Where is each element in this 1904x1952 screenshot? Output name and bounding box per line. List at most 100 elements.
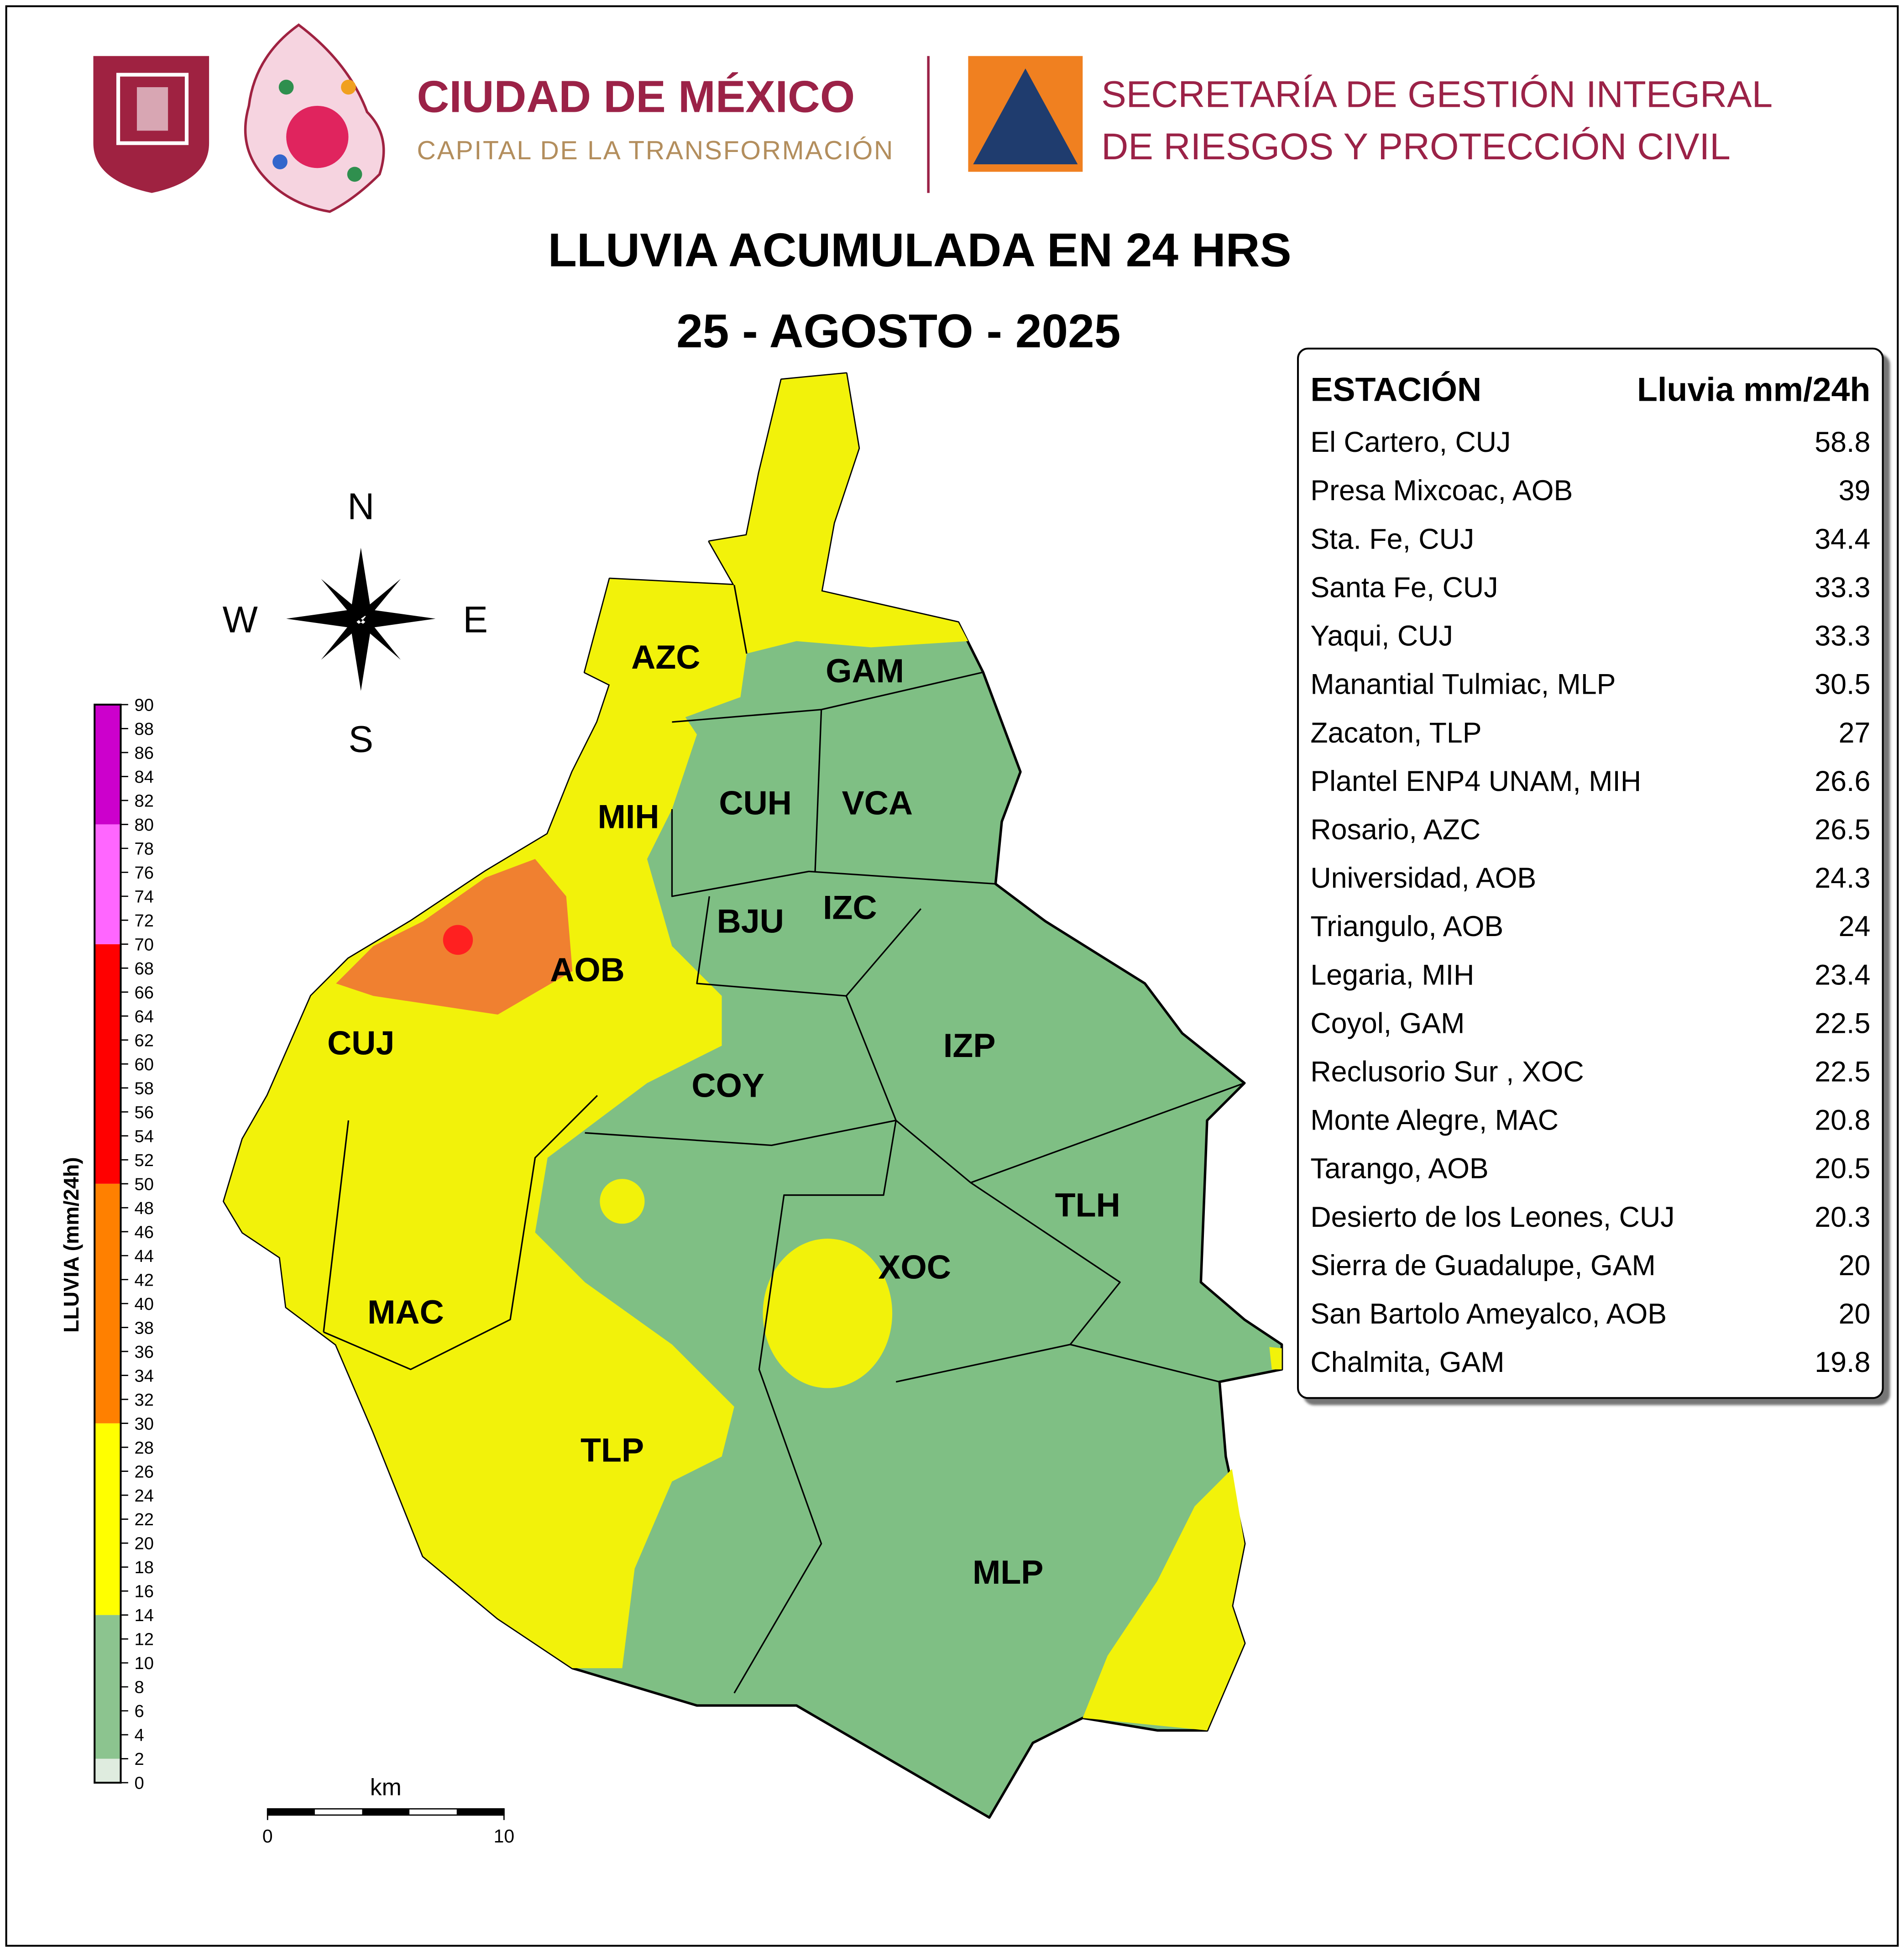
colorbar-tick-label: 48 <box>134 1198 153 1218</box>
borough-label: GAM <box>826 652 904 690</box>
colorbar-tick-label: 70 <box>134 935 153 954</box>
agency-line: SECRETARÍA DE GESTIÓN INTEGRAL <box>1101 74 1773 115</box>
station-name: Tarango, AOB <box>1310 1153 1488 1185</box>
colorbar-tick-label: 18 <box>134 1558 153 1577</box>
colorbar-tick-label: 34 <box>134 1366 153 1386</box>
borough-label: CUJ <box>327 1024 394 1062</box>
colorbar-tick-label: 52 <box>134 1151 153 1170</box>
subtitle: 25 - AGOSTO - 2025 <box>676 304 1120 357</box>
colorbar-tick-label: 64 <box>134 1007 153 1026</box>
station-value: 22.5 <box>1815 1007 1870 1039</box>
colorbar-tick-label: 8 <box>134 1678 144 1697</box>
borough-label: CUH <box>719 784 791 822</box>
borough-label: TLP <box>581 1431 644 1469</box>
station-value: 20 <box>1839 1298 1871 1330</box>
compass-label: E <box>463 599 488 641</box>
station-value: 20.3 <box>1815 1201 1870 1233</box>
borough-label: IZP <box>943 1026 996 1064</box>
colorbar-bin <box>94 944 121 1184</box>
colorbar-tick-label: 42 <box>134 1270 153 1290</box>
borough-label: AZC <box>631 638 700 676</box>
compass-label: S <box>348 719 373 760</box>
station-name: Sta. Fe, CUJ <box>1310 523 1474 555</box>
borough-borders <box>323 585 1245 1694</box>
colorbar-tick-label: 26 <box>134 1462 153 1481</box>
colorbar-tick-label: 36 <box>134 1342 153 1362</box>
rain-zone <box>600 1179 645 1224</box>
rain-zone <box>443 925 473 955</box>
colorbar-tick-label: 68 <box>134 959 153 979</box>
colorbar-tick-label: 10 <box>134 1654 153 1673</box>
station-value: 20 <box>1839 1250 1871 1282</box>
station-value: 27 <box>1839 717 1871 749</box>
colorbar-bin <box>94 1423 121 1615</box>
colorbar-tick-label: 0 <box>134 1774 144 1793</box>
borough-labels: AZC GAM MIH CUH VCA BJU IZC AOB CUJ COY IZP TLH XOC M… <box>327 638 1120 1591</box>
civil-protection-logo <box>968 56 1083 172</box>
borough-label: MAC <box>367 1293 444 1331</box>
station-value: 26.5 <box>1815 814 1870 846</box>
borough-label: IZC <box>823 888 877 926</box>
station-value: 19.8 <box>1815 1346 1870 1378</box>
table-header: Lluvia mm/24h <box>1637 370 1870 408</box>
colorbar-tick-label: 54 <box>134 1126 153 1146</box>
station-value: 34.4 <box>1815 523 1870 555</box>
colorbar-tick-label: 22 <box>134 1510 153 1529</box>
rain-zone <box>224 685 734 1669</box>
station-name: Zacaton, TLP <box>1310 717 1481 749</box>
station-value: 33.3 <box>1815 620 1870 652</box>
rain-zone <box>763 1239 893 1388</box>
colorbar-tick-label: 78 <box>134 839 153 858</box>
borough-label: TLH <box>1055 1186 1120 1224</box>
colorbar-tick-label: 38 <box>134 1318 153 1338</box>
station-name: Manantial Tulmiac, MLP <box>1310 669 1616 701</box>
station-value: 23.4 <box>1815 959 1870 991</box>
station-name: San Bartolo Ameyalco, AOB <box>1310 1298 1667 1330</box>
scale-bar: 0 10 <box>262 1808 514 1847</box>
colorbar-tick-label: 74 <box>134 887 153 906</box>
city-name: CIUDAD DE MÉXICO <box>417 71 855 121</box>
colorbar-bin <box>94 1183 121 1423</box>
borough-label: VCA <box>842 784 913 822</box>
station-name: Coyol, GAM <box>1310 1007 1465 1039</box>
colorbar-tick-label: 88 <box>134 719 153 739</box>
colorbar-label: LLUVIA (mm/24h) <box>59 1157 83 1333</box>
station-value: 24 <box>1839 911 1871 942</box>
station-name: El Cartero, CUJ <box>1310 426 1511 458</box>
colorbar-tick-label: 4 <box>134 1726 144 1745</box>
colorbar-bin <box>94 1758 121 1783</box>
colorbar-tick-label: 80 <box>134 815 153 835</box>
borough-label: XOC <box>878 1248 951 1286</box>
station-rows: El Cartero, CUJ 58.8 Presa Mixcoac, AOB 39 S… <box>1310 426 1870 1378</box>
station-value: 58.8 <box>1815 426 1870 458</box>
colorbar-tick-label: 84 <box>134 767 153 787</box>
borough-label: MIH <box>598 797 659 835</box>
borough-label: COY <box>691 1066 764 1104</box>
station-name: Chalmita, GAM <box>1310 1346 1504 1378</box>
station-name: Triangulo, AOB <box>1310 911 1503 942</box>
colorbar-tick-label: 40 <box>134 1294 153 1314</box>
cdmx-shield <box>93 56 209 193</box>
colorbar-tick-label: 82 <box>134 791 153 811</box>
city-motto: CAPITAL DE LA TRANSFORMACIÓN <box>417 136 894 165</box>
colorbar-tick-label: 20 <box>134 1534 153 1554</box>
colorbar-outline <box>94 703 122 1784</box>
station-value: 20.8 <box>1815 1104 1870 1136</box>
station-name: Legaria, MIH <box>1310 959 1474 991</box>
compass-rose <box>286 548 436 691</box>
station-value: 20.5 <box>1815 1153 1870 1185</box>
scale-bar-segment <box>362 1809 410 1815</box>
colorbar-tick-label: 90 <box>134 695 153 715</box>
colorbar-tick-label: 16 <box>134 1582 153 1601</box>
station-value: 24.3 <box>1815 862 1870 894</box>
colorbar-bin <box>94 824 121 944</box>
station-value: 39 <box>1839 475 1871 507</box>
borough-label: MLP <box>973 1553 1043 1591</box>
colorbar-bin <box>94 704 121 825</box>
station-name: Santa Fe, CUJ <box>1310 571 1498 603</box>
agency-line: DE RIESGOS Y PROTECCIÓN CIVIL <box>1101 126 1731 167</box>
cdmx-heart-logo <box>244 23 385 213</box>
scale-bar-label: 0 <box>262 1826 273 1847</box>
station-value: 26.6 <box>1815 765 1870 797</box>
compass-label: W <box>223 599 258 641</box>
